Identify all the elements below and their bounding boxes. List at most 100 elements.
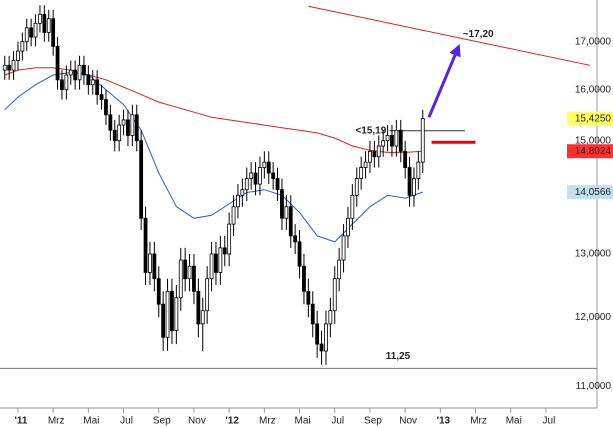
candle-body bbox=[95, 79, 100, 96]
candle-body bbox=[200, 310, 205, 325]
candle-body bbox=[253, 172, 258, 185]
y-tick-label: 16,0000 bbox=[575, 84, 612, 95]
arrow-shaft bbox=[427, 54, 457, 118]
candle-body bbox=[350, 194, 355, 219]
candle-body bbox=[341, 235, 346, 261]
x-tick-label: '13 bbox=[437, 416, 451, 427]
level-label: 11,25 bbox=[386, 351, 411, 362]
candle-body bbox=[68, 69, 73, 76]
candle-body bbox=[218, 247, 223, 273]
x-tick-label: Mai bbox=[294, 416, 310, 427]
candle-body bbox=[108, 114, 113, 131]
candle-body bbox=[64, 74, 69, 91]
value-tag-label: 14,8024 bbox=[575, 146, 612, 157]
candle-body bbox=[284, 206, 289, 219]
candle-body bbox=[196, 290, 201, 325]
y-tick-label: 15,0000 bbox=[575, 135, 612, 146]
candle-body bbox=[363, 161, 368, 168]
candle-body bbox=[249, 172, 254, 179]
candle-body bbox=[134, 114, 139, 142]
candle-body bbox=[86, 74, 91, 86]
candle-body bbox=[126, 119, 130, 136]
candle-body bbox=[266, 161, 271, 174]
candle-body bbox=[403, 150, 408, 168]
value-tag bbox=[567, 185, 613, 200]
candle-body bbox=[262, 161, 267, 168]
candle-body bbox=[187, 265, 192, 280]
candle-body bbox=[178, 259, 183, 299]
candle-body bbox=[117, 124, 122, 142]
candle-body bbox=[398, 129, 403, 152]
x-tick-label: Jul bbox=[543, 416, 556, 427]
candle-body bbox=[306, 290, 311, 305]
candle-body bbox=[390, 135, 394, 147]
candle-body bbox=[174, 297, 179, 331]
candle-body bbox=[209, 253, 214, 280]
candle-body bbox=[420, 118, 425, 163]
candle-body bbox=[130, 114, 135, 136]
candle-body bbox=[275, 178, 280, 191]
candle-body bbox=[165, 290, 170, 338]
candle-body bbox=[156, 278, 161, 305]
candle-body bbox=[293, 235, 298, 243]
candle-body bbox=[385, 135, 390, 142]
candle-body bbox=[16, 50, 20, 61]
candle-body bbox=[170, 290, 174, 331]
candle-body bbox=[280, 189, 284, 219]
candle-body bbox=[416, 161, 421, 179]
candle-body bbox=[90, 79, 95, 86]
candle-body bbox=[55, 45, 60, 81]
candle-body bbox=[139, 140, 144, 219]
candle-body bbox=[337, 259, 342, 280]
candle-body bbox=[11, 60, 16, 71]
candle-body bbox=[319, 343, 324, 352]
x-tick-label: Mrz bbox=[259, 416, 276, 427]
candle-body bbox=[82, 64, 86, 76]
candle-body bbox=[412, 178, 416, 196]
y-tick-label: 17,0000 bbox=[575, 36, 612, 47]
candle-body bbox=[38, 13, 42, 24]
candle-body bbox=[121, 119, 126, 126]
candle-body bbox=[407, 167, 412, 196]
value-tag-label: 15,4250 bbox=[575, 113, 612, 124]
x-tick-label: Mrz bbox=[470, 416, 487, 427]
candle-body bbox=[7, 64, 12, 71]
candle-body bbox=[214, 253, 218, 273]
value-tag-label: 14,0566 bbox=[575, 187, 612, 198]
candle-body bbox=[60, 79, 64, 91]
candle-body bbox=[271, 172, 276, 179]
candle-body bbox=[73, 69, 78, 81]
candle-body bbox=[244, 178, 249, 191]
arrow-label: ~17,20 bbox=[463, 29, 494, 40]
candle-body bbox=[302, 265, 306, 292]
candle-body bbox=[24, 27, 29, 43]
candle-body bbox=[99, 94, 104, 101]
candle-body bbox=[368, 150, 372, 163]
candle-body bbox=[381, 140, 386, 147]
candle-body bbox=[148, 253, 152, 273]
x-tick-label: Mrz bbox=[48, 416, 65, 427]
y-tick-label: 13,0000 bbox=[575, 249, 612, 260]
candle-body bbox=[324, 323, 328, 352]
candle-body bbox=[297, 241, 302, 267]
candle-body bbox=[33, 22, 38, 38]
candle-body bbox=[20, 41, 25, 52]
y-tick-label: 11,0000 bbox=[576, 381, 612, 392]
candle-body bbox=[394, 129, 399, 147]
candle-body bbox=[328, 310, 333, 325]
x-tick-label: Jul bbox=[120, 416, 133, 427]
level-label: <15,19 bbox=[355, 125, 386, 136]
candle-body bbox=[227, 223, 232, 255]
x-tick-label: Nov bbox=[188, 416, 206, 427]
candle-body bbox=[346, 217, 350, 237]
x-tick-label: Nov bbox=[399, 416, 417, 427]
value-tag bbox=[567, 111, 613, 126]
candle-body bbox=[161, 303, 166, 338]
x-tick-label: Mai bbox=[83, 416, 99, 427]
candle-body bbox=[205, 278, 210, 312]
candle-body bbox=[192, 265, 196, 292]
candle-body bbox=[315, 323, 320, 345]
